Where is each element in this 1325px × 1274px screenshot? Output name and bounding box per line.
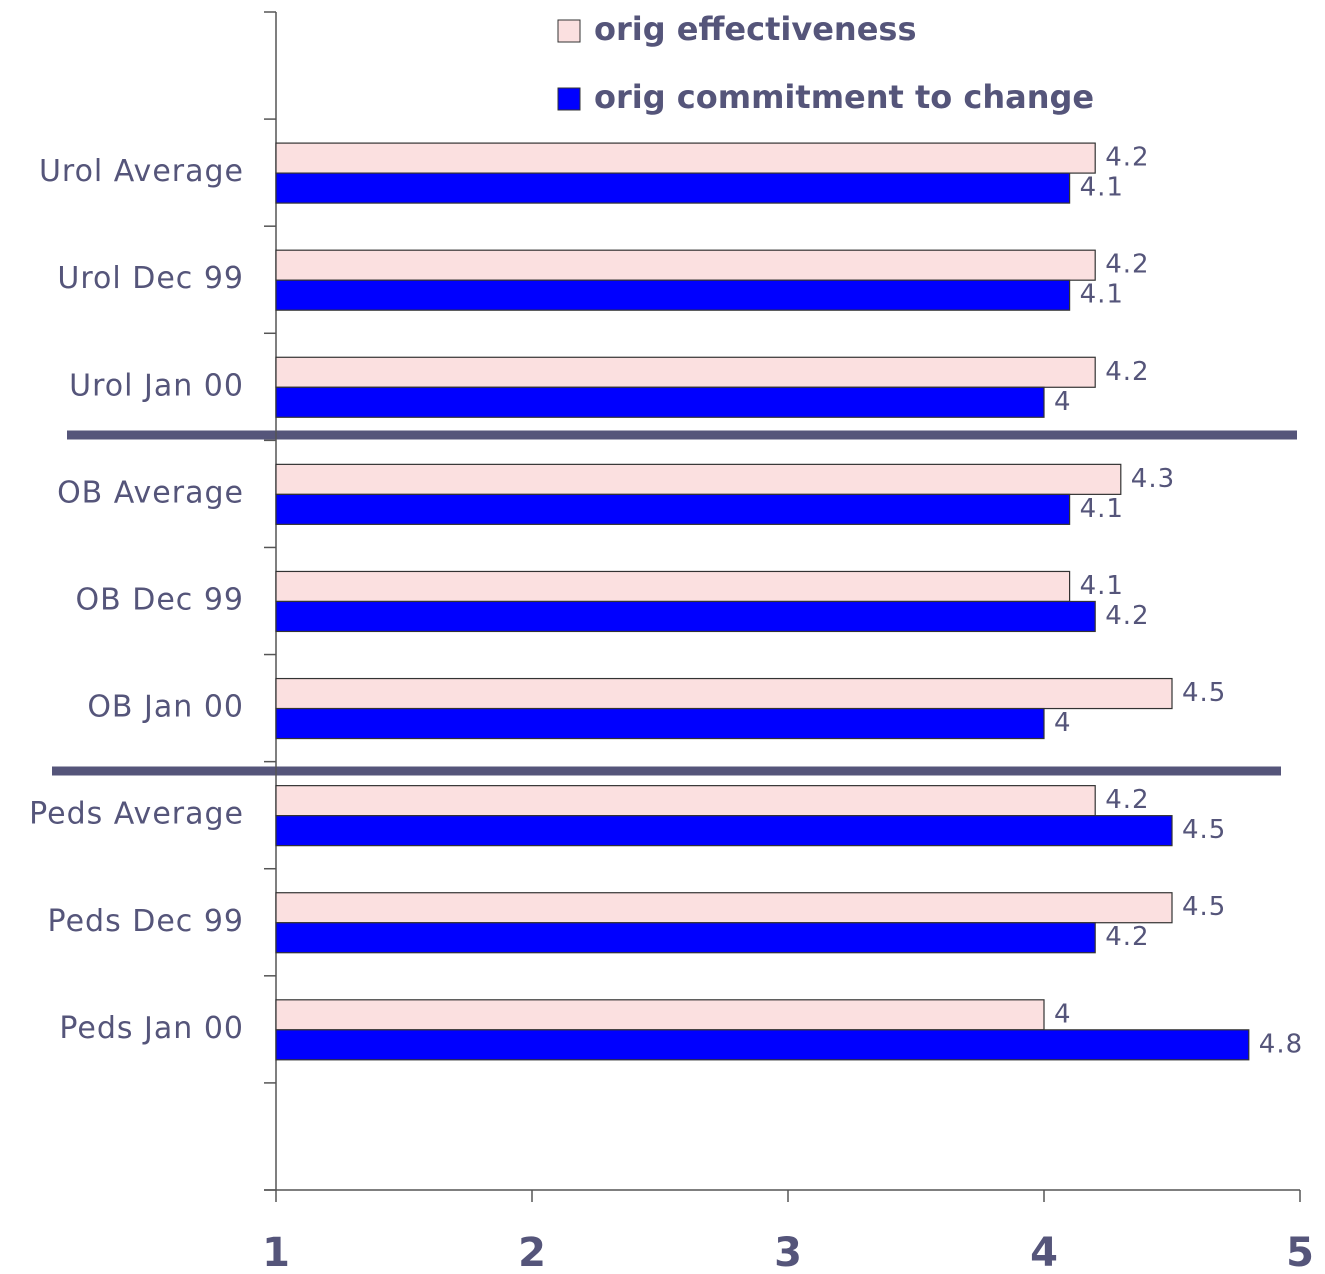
value-label: 4.3: [1131, 464, 1175, 494]
bar: [275, 356, 1096, 388]
bar: [275, 570, 1071, 603]
value-label: 4.1: [1080, 173, 1124, 203]
bar: [275, 386, 1045, 418]
bar: [275, 142, 1096, 174]
value-label: 4: [1054, 387, 1072, 417]
x-tick-label: 1: [262, 1230, 290, 1274]
bar: [275, 493, 1071, 525]
bar: [275, 892, 1173, 924]
value-label: 4: [1054, 999, 1072, 1029]
x-tick-label: 4: [1030, 1230, 1058, 1274]
value-label: 4.1: [1080, 280, 1124, 310]
bar: [275, 785, 1096, 817]
category-label: Urol Dec 99: [57, 261, 244, 296]
bar: [275, 172, 1071, 204]
value-label: 4.5: [1182, 815, 1226, 845]
value-label: 4.1: [1080, 494, 1124, 524]
x-tick-label: 2: [518, 1230, 546, 1274]
category-label: Urol Average: [39, 154, 244, 189]
x-tick-label: 3: [774, 1230, 802, 1274]
bar: [275, 677, 1173, 710]
bar: [275, 999, 1045, 1031]
bar: [275, 279, 1071, 311]
x-tick-label: 5: [1286, 1230, 1314, 1274]
value-label: 4.2: [1105, 601, 1149, 631]
bar: [275, 1029, 1250, 1061]
bar: [275, 707, 1045, 740]
legend-label: orig commitment to change: [594, 78, 1094, 116]
value-label: 4: [1054, 708, 1072, 738]
legend-swatch: [557, 87, 581, 111]
value-label: 4.2: [1105, 357, 1149, 387]
category-label: OB Dec 99: [76, 583, 245, 618]
value-label: 4.2: [1105, 250, 1149, 280]
value-label: 4.8: [1259, 1029, 1303, 1059]
bar: [275, 922, 1096, 954]
value-label: 4.2: [1105, 785, 1149, 815]
bar: [275, 463, 1122, 495]
category-label: OB Jan 00: [87, 690, 244, 725]
bar: [275, 815, 1173, 847]
value-label: 4.5: [1182, 892, 1226, 922]
bar: [275, 600, 1096, 633]
category-label: Urol Jan 00: [69, 368, 244, 403]
legend-label: orig effectiveness: [594, 10, 916, 48]
value-label: 4.2: [1105, 143, 1149, 173]
category-label: Peds Dec 99: [48, 904, 244, 939]
bar: [275, 249, 1096, 281]
value-label: 4.1: [1080, 571, 1124, 601]
value-label: 4.2: [1105, 922, 1149, 952]
category-label: OB Average: [57, 475, 244, 510]
category-label: Peds Jan 00: [59, 1011, 244, 1046]
category-label: Peds Average: [29, 797, 244, 832]
value-label: 4.5: [1182, 678, 1226, 708]
legend-swatch: [557, 19, 581, 43]
